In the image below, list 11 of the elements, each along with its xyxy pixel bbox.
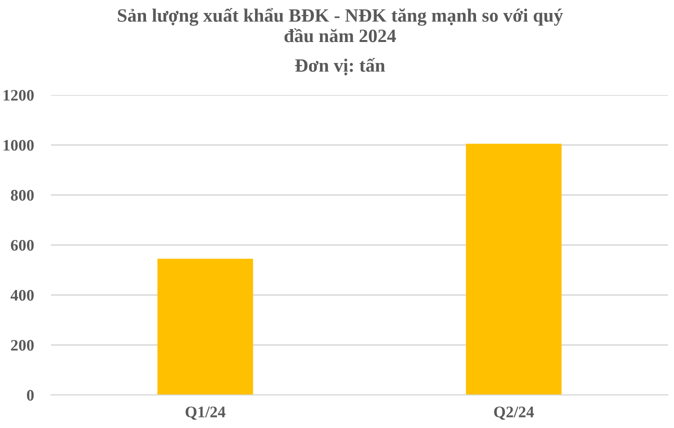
y-tick-label: 600 [10,240,34,251]
y-tick-label: 0 [26,390,34,401]
y-tick-label: 1200 [4,90,34,101]
chart-subtitle: Đơn vị: tấn [295,58,386,76]
y-tick-label: 200 [11,340,34,351]
x-tick-label: Q2/24 [494,406,534,420]
chart-title: Sản lượng xuất khẩu BĐK - NĐK tăng mạnh so với quý đầu năm 2024 [118,8,563,42]
x-tick-label: Q1/24 [186,406,226,420]
y-tick-label: 1000 [4,140,34,151]
y-tick-label: 800 [10,190,34,201]
y-tick-label: 400 [10,290,34,301]
